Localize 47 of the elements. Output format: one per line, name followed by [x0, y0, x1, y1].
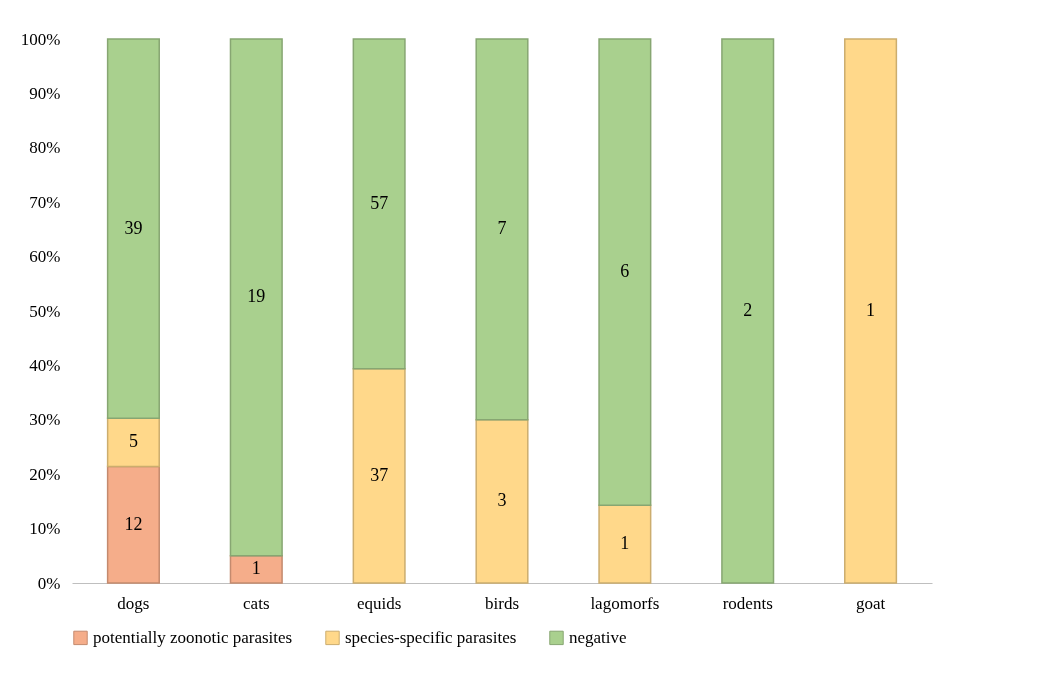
- x-tick-label: dogs: [117, 593, 150, 613]
- x-tick-label: rodents: [722, 593, 773, 613]
- y-tick-label: 0%: [37, 573, 61, 593]
- bar: [598, 38, 652, 506]
- annotation: 1: [251, 558, 261, 579]
- annotation: 37: [370, 464, 389, 485]
- x-tick-label: cats: [243, 593, 270, 613]
- bar: [721, 38, 775, 584]
- y-tick-label: 100%: [20, 29, 61, 49]
- bar: [475, 419, 529, 584]
- y-tick-label: 20%: [29, 464, 61, 484]
- bar: [106, 465, 160, 584]
- bar: [229, 38, 283, 557]
- y-tick-label: 40%: [29, 355, 61, 375]
- annotation: 2: [743, 300, 753, 320]
- y-tick-label: 80%: [29, 138, 61, 158]
- y-tick-label: 10%: [29, 519, 61, 539]
- bar: [352, 367, 406, 584]
- annotation: 3: [497, 490, 507, 511]
- bar: [598, 504, 652, 584]
- annotation: 19: [247, 286, 266, 307]
- y-tick-label: 90%: [29, 83, 61, 103]
- legend-label: negative: [569, 627, 627, 647]
- x-tick-label: birds: [485, 593, 519, 613]
- y-tick-label: 70%: [29, 192, 61, 212]
- bar: [352, 38, 406, 370]
- annotation: 57: [370, 192, 389, 213]
- x-tick-label: goat: [855, 593, 886, 613]
- bar: [106, 417, 160, 468]
- bar: [229, 555, 283, 584]
- annotation: 39: [124, 217, 143, 238]
- annotation: 6: [620, 261, 630, 282]
- y-tick-label: 50%: [29, 301, 61, 321]
- annotation: 12: [124, 513, 143, 534]
- y-tick-label: 60%: [29, 247, 61, 267]
- bar: [844, 38, 898, 584]
- annotation: 1: [866, 300, 876, 320]
- annotation: 1: [620, 533, 630, 554]
- x-tick-label: equids: [356, 593, 402, 613]
- bar: [475, 38, 529, 421]
- legend-label: potentially zoonotic parasites: [93, 627, 293, 647]
- legend-label: species-specific parasites: [345, 627, 517, 647]
- bar: [106, 38, 160, 419]
- x-tick-label: lagomorfs: [590, 593, 660, 613]
- annotation: 7: [497, 218, 507, 239]
- annotation: 5: [128, 431, 138, 452]
- y-tick-label: 30%: [29, 410, 61, 430]
